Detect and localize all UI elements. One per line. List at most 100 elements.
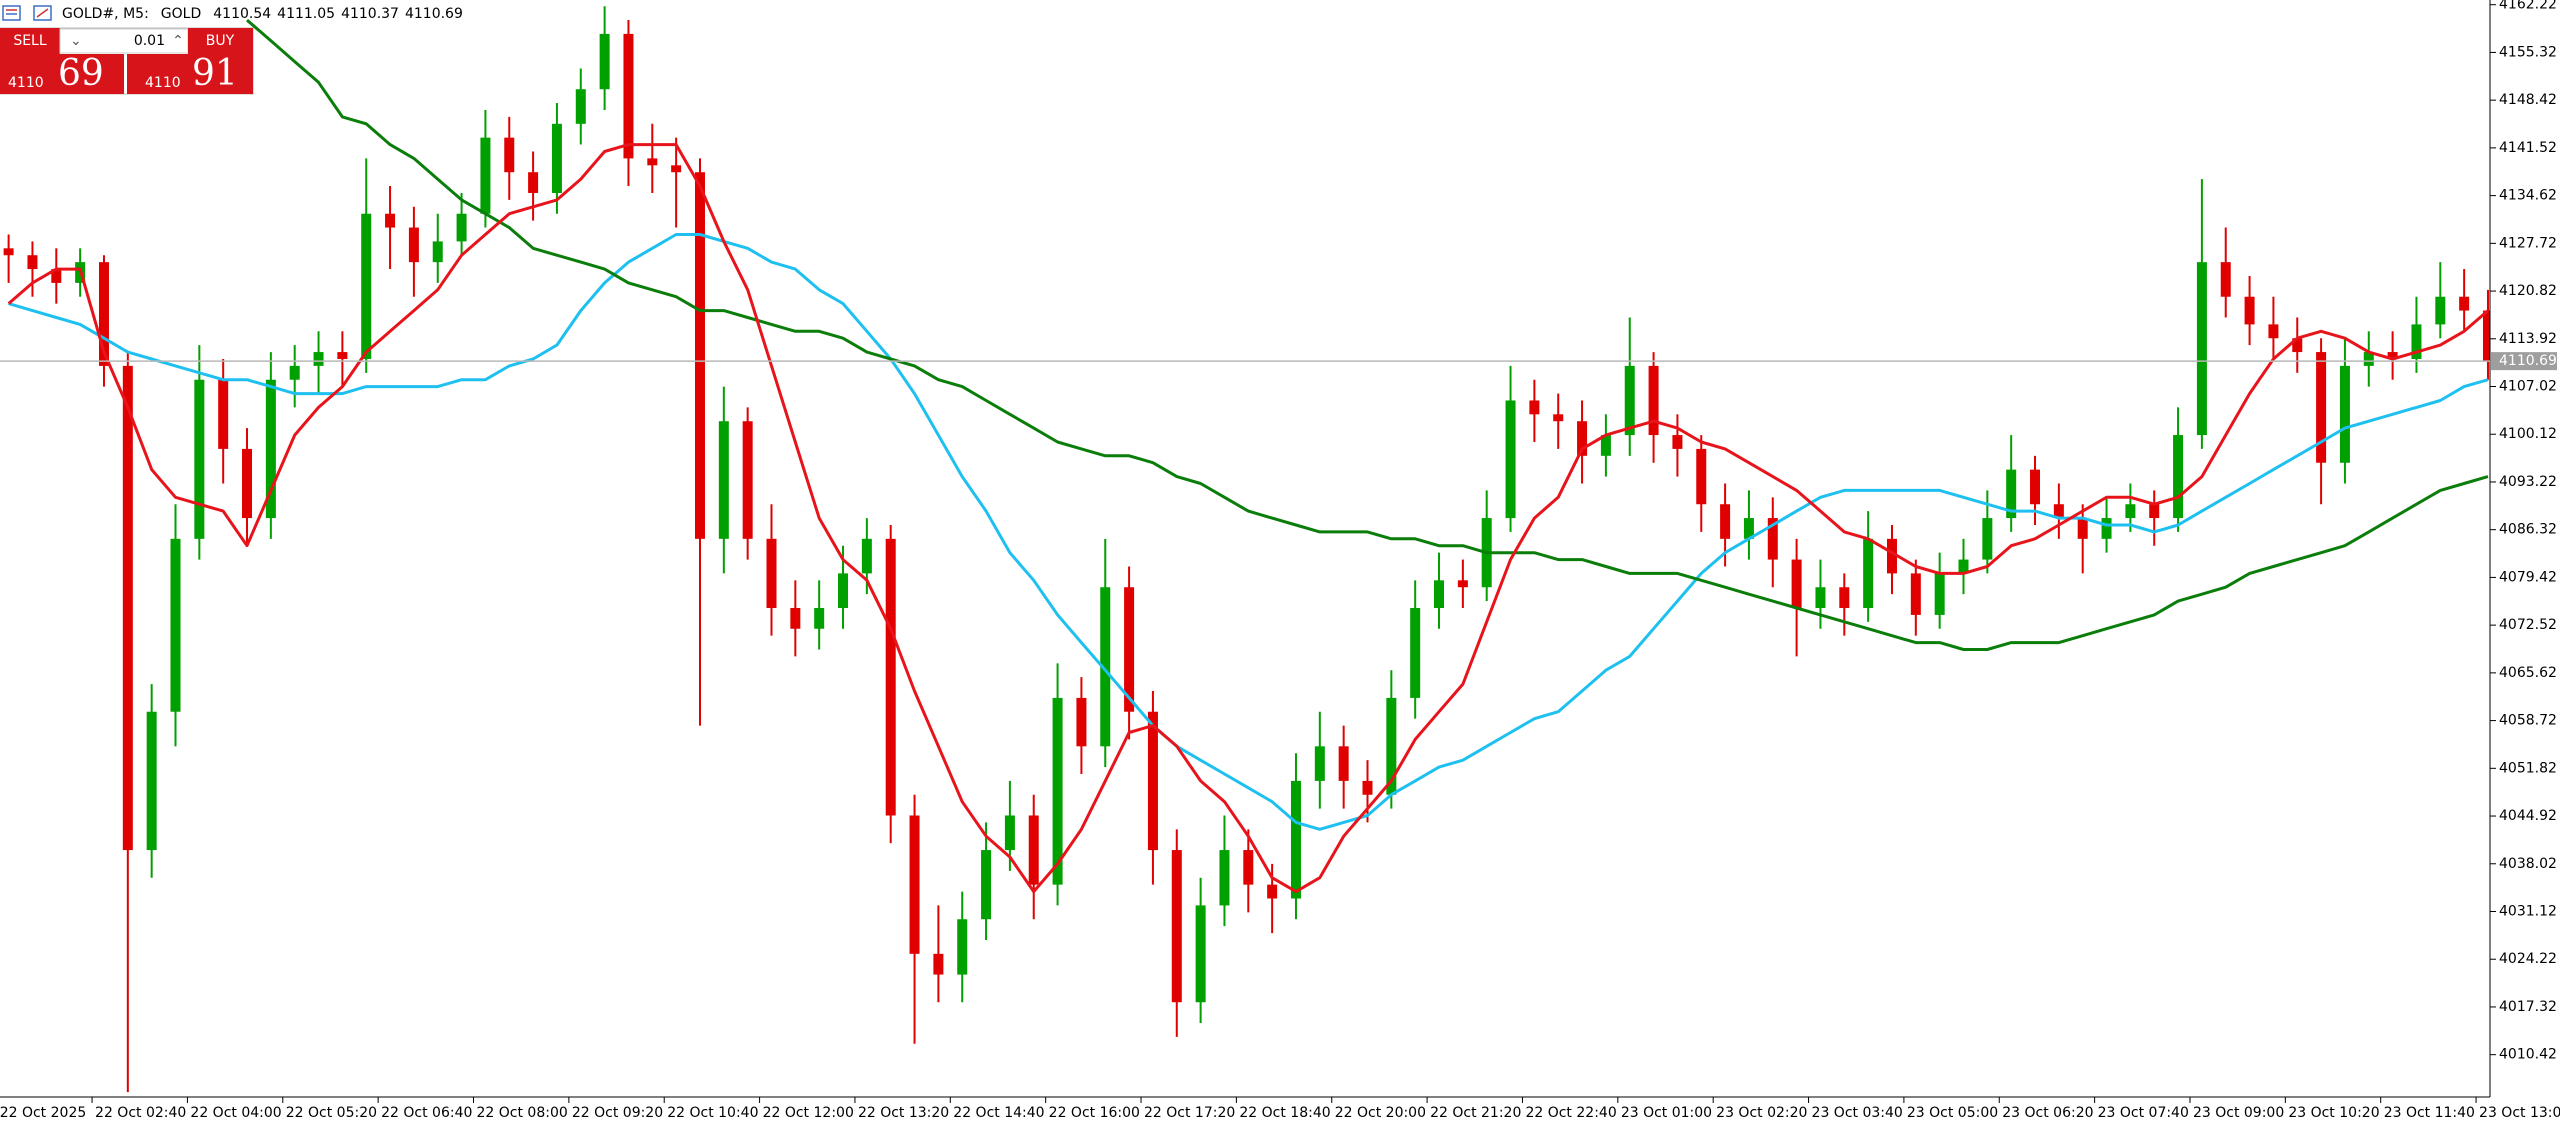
sell-price-small[interactable]: 4110	[8, 75, 44, 91]
y-tick-label: 4141.52	[2499, 140, 2557, 156]
candle-body	[3, 248, 14, 256]
candle-body	[1505, 400, 1516, 519]
candle-body	[861, 538, 872, 574]
candle-body	[599, 33, 610, 90]
buy-price-box[interactable]	[127, 54, 253, 94]
candle-body	[2030, 469, 2041, 505]
y-tick-label: 4044.92	[2499, 808, 2557, 824]
header: GOLD#, M5: GOLD 4110.54 4111.05 4110.37 4110.…	[2, 5, 463, 22]
candle-body	[2482, 310, 2490, 362]
volume-arrow[interactable]: ⌄	[70, 33, 82, 49]
candle-body	[2363, 352, 2374, 366]
sell-label[interactable]: SELL	[13, 33, 47, 49]
x-tick-label: 22 Oct 21:20	[1430, 1105, 1521, 1121]
candle-body	[432, 241, 443, 263]
candle-body	[1624, 365, 1635, 436]
candle-body	[1934, 573, 1945, 615]
y-tick-label: 4072.52	[2499, 617, 2557, 633]
candle-body	[1052, 697, 1063, 885]
x-tick-label: 23 Oct 10:20	[2288, 1105, 2379, 1121]
candle-body	[1767, 518, 1778, 560]
x-tick-label: 23 Oct 05:00	[1907, 1105, 1998, 1121]
current-price-label: 4110.69	[2499, 353, 2557, 369]
candle-body	[170, 538, 181, 712]
candle-body	[575, 89, 586, 124]
x-tick-label: 22 Oct 14:40	[953, 1105, 1044, 1121]
y-tick-label: 4079.42	[2499, 569, 2557, 585]
candle-body	[218, 379, 229, 449]
candle-body	[1696, 448, 1707, 505]
candle-body	[694, 172, 705, 539]
low: 4110.37	[341, 6, 399, 22]
sell-price-box[interactable]	[0, 54, 124, 94]
candle-body	[623, 33, 634, 159]
x-tick-label: 22 Oct 08:00	[477, 1105, 568, 1121]
volume[interactable]: 0.01	[134, 33, 165, 49]
buy-button[interactable]	[188, 28, 253, 54]
candle-body	[671, 165, 682, 173]
sell-button[interactable]	[0, 28, 60, 54]
candle-body	[194, 379, 205, 539]
candle-body	[718, 421, 729, 539]
y-tick-label: 4010.42	[2499, 1047, 2557, 1063]
candle-body	[790, 607, 801, 629]
candle-body	[504, 137, 515, 173]
candle-body	[2292, 338, 2303, 353]
symbol: GOLD#, M5:	[62, 6, 149, 22]
candle-body	[551, 123, 562, 193]
candle-body	[1076, 697, 1087, 747]
candle-body	[1577, 421, 1588, 456]
candle-body	[647, 158, 658, 166]
candle-body	[1815, 587, 1826, 608]
candle-body	[1791, 559, 1802, 608]
x-tick-label: 22 Oct 13:20	[858, 1105, 949, 1121]
icon	[2, 5, 21, 21]
candle-body	[2387, 352, 2398, 359]
candle-body	[1004, 815, 1015, 851]
x-tick-label: 23 Oct 11:40	[2384, 1105, 2475, 1121]
y-tick-label: 4017.32	[2499, 999, 2557, 1015]
buy-label[interactable]: BUY	[206, 33, 235, 49]
candle-body	[885, 538, 896, 816]
buy-price-small[interactable]: 4110	[145, 75, 181, 91]
candle-body	[361, 213, 372, 359]
y-tick-label: 4086.32	[2499, 522, 2557, 538]
x-tick-label: 23 Oct 07:40	[2098, 1105, 2189, 1121]
y-tick-label: 4134.62	[2499, 188, 2557, 204]
candle-body	[146, 711, 157, 851]
sell-price-big[interactable]: 69	[58, 53, 104, 94]
candle-body	[2435, 296, 2446, 325]
name: GOLD	[161, 6, 201, 22]
candle-body	[766, 538, 777, 608]
candle-body	[480, 137, 491, 214]
candle-body	[2053, 504, 2064, 519]
y-tick-label: 4031.12	[2499, 903, 2557, 919]
candle-body	[1362, 780, 1373, 795]
volume-arrow[interactable]: ⌃	[172, 33, 184, 49]
x-tick-label: 22 Oct 10:40	[667, 1105, 758, 1121]
y-tick-label: 4107.02	[2499, 379, 2557, 395]
candle-body	[2220, 262, 2231, 297]
y-tick-label: 4148.42	[2499, 92, 2557, 108]
buy-price-big[interactable]: 91	[192, 53, 238, 94]
high: 4111.05	[277, 6, 335, 22]
y-tick-label: 4051.82	[2499, 760, 2557, 776]
candle-body	[1386, 697, 1397, 795]
y-tick-label: 4058.72	[2499, 713, 2557, 729]
candle-body	[957, 919, 968, 975]
candle-body	[1028, 815, 1039, 885]
x-tick-label: 23 Oct 06:20	[2002, 1105, 2093, 1121]
y-tick-label: 4093.22	[2499, 474, 2557, 490]
candle-body	[1648, 365, 1659, 436]
x-tick-label: 22 Oct 16:00	[1049, 1105, 1140, 1121]
close: 4110.69	[405, 6, 463, 22]
candle-body	[2077, 518, 2088, 539]
candle-body	[933, 953, 944, 975]
candle-body	[1886, 538, 1897, 574]
candle-body	[1267, 884, 1278, 899]
candle-body	[2244, 296, 2255, 325]
x-tick-label: 22 Oct 12:00	[763, 1105, 854, 1121]
volume-box[interactable]	[59, 28, 189, 54]
x-tick-label: 22 Oct 22:40	[1525, 1105, 1616, 1121]
candle-body	[456, 213, 467, 242]
